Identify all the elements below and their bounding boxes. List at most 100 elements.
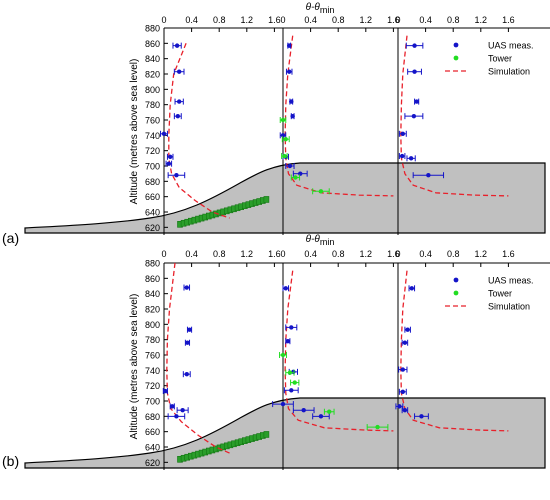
uas-point [170,404,175,409]
uas-point [287,43,292,48]
y-axis-label: Altitude (metres above sea level) [129,294,140,440]
legend-entry: Tower [488,289,512,299]
y-tick-label: 660 [145,192,160,202]
x-tick-label: 1.6 [502,249,515,259]
legend-entry: Simulation [488,67,530,77]
x-tick-label: 1.6 [502,15,515,25]
y-tick-label: 760 [145,116,160,126]
uas-point [175,113,180,119]
simulation-curve [400,270,509,432]
tower-point [375,424,380,430]
x-tick-label: 1.6 [268,15,281,25]
y-tick-label: 820 [145,70,160,80]
x-tick-label: 1.2 [241,249,254,259]
x-axis-title: θ-θmin [306,234,335,247]
chart-panel-a: (a)θ-θmin6206406606807007207407607808008… [2,2,550,246]
y-tick-label: 680 [145,177,160,187]
y-tick-label: 700 [145,162,160,172]
x-tick-label: 1.6 [387,15,400,25]
y-tick-label: 740 [145,131,160,141]
uas-point [285,339,291,344]
tower-point [280,352,286,358]
terrain-area [24,397,546,469]
legend: UAS meas. Tower Simulation [445,276,534,312]
simulation-curve [284,270,394,432]
legend-tower-marker [453,55,459,61]
simulation-curve [168,43,230,219]
uas-point [176,99,182,104]
tower-point [327,409,332,414]
uas-point [402,408,408,413]
y-tick-label: 640 [145,208,160,218]
y-tick-label: 800 [145,85,160,95]
x-tick-label: 1.6 [387,249,400,259]
uas-point [280,133,286,138]
uas-point [290,113,295,119]
legend-tower-marker [453,290,459,296]
y-tick-label: 620 [145,223,160,233]
uas-point [174,173,179,178]
uas-point [287,163,293,169]
uas-point [412,43,417,48]
y-tick-label: 840 [145,289,160,299]
legend-uas-marker [453,277,459,283]
x-tick-label: 0.4 [304,249,317,259]
y-tick-label: 820 [145,305,160,315]
x-tick-label: 0 [280,249,285,259]
x-tick-label: 1.6 [268,249,281,259]
legend-entry: Tower [488,54,512,64]
x-tick-label: 0.8 [447,15,460,25]
x-axis-title-main: θ-θ [306,2,321,13]
x-tick-label: 0.8 [332,15,345,25]
uas-point [298,171,303,176]
x-tick-label: 0.4 [419,15,432,25]
legend-uas-marker [453,42,459,48]
uas-point [419,414,424,419]
tower-point [292,380,297,385]
uas-point [289,388,294,393]
uas-point [168,154,173,159]
tower-point [287,370,293,375]
y-tick-label: 680 [145,412,160,422]
uas-point [174,414,179,419]
tower-point [293,175,298,180]
x-tick-label: 1.2 [360,15,373,25]
y-tick-label: 780 [145,335,160,345]
y-tick-label: 660 [145,427,160,437]
y-tick-label: 860 [145,274,160,284]
x-tick-label: 0.8 [213,249,226,259]
x-tick-label: 0.4 [185,15,198,25]
y-tick-label: 720 [145,146,160,156]
uas-point [408,156,414,161]
y-tick-label: 740 [145,366,160,376]
uas-point [414,99,419,104]
x-tick-label: 0 [161,249,166,259]
y-tick-label: 840 [145,54,160,64]
tower-point [282,153,287,159]
legend-entry: Simulation [488,302,530,312]
y-tick-label: 780 [145,100,160,110]
x-axis-title: θ-θmin [306,2,335,15]
legend: UAS meas. Tower Simulation [445,41,534,77]
uas-point [409,286,414,291]
tower-point [283,136,288,142]
chart-panel-b: (b) θ-θmin 620 640 660 680 700 720 740 760 780 800 8… [2,234,550,470]
uas-point [412,69,417,74]
x-tick-label: 0.8 [447,249,460,259]
uas-point [176,69,182,74]
uas-point [426,173,431,178]
uas-point [184,285,189,290]
panel-label: (a) [2,230,19,246]
y-tick-label: 800 [145,320,160,330]
x-axis-title-sub: min [320,237,335,247]
uas-point [163,388,168,394]
uas-point [283,286,288,291]
terrain-area [24,162,546,234]
tree-mark [263,431,270,438]
x-tick-label: 0 [280,15,285,25]
y-tick-label: 720 [145,381,160,391]
y-tick-label: 860 [145,39,160,49]
uas-point [289,325,294,330]
uas-point [397,404,402,409]
